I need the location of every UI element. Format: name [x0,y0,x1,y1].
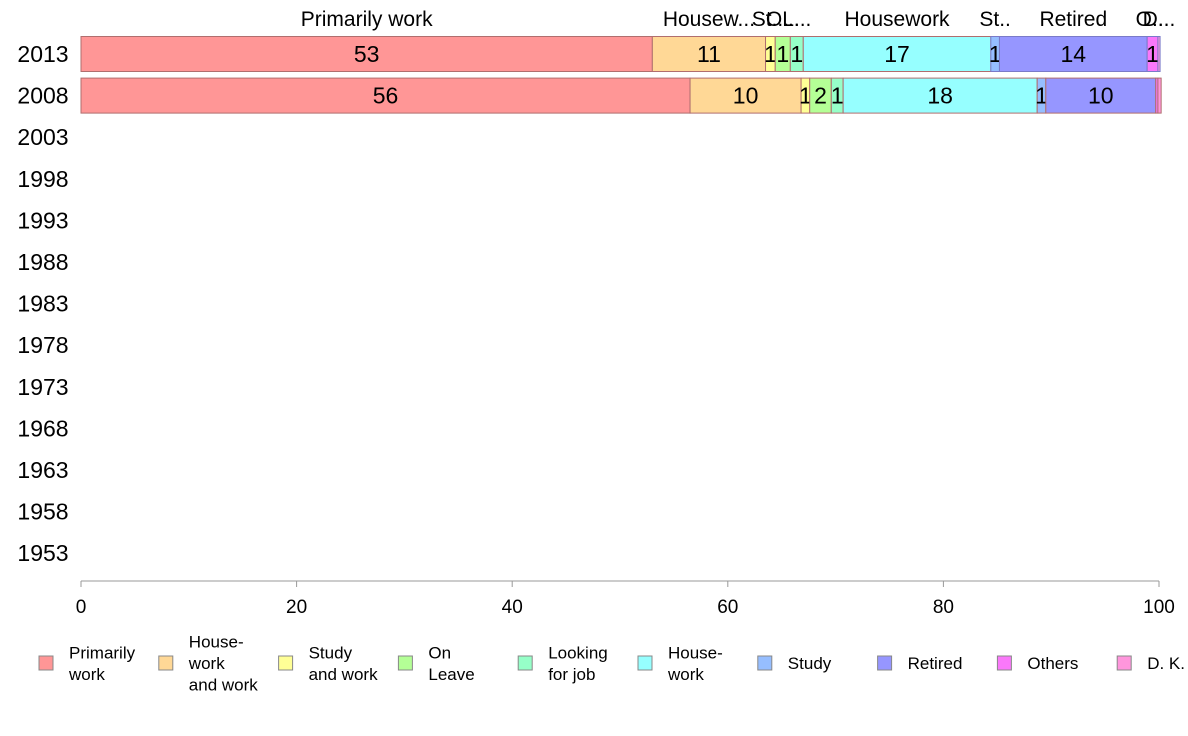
legend-item-on-leave: On Leave [397,643,475,684]
bar-house-work-2008 [842,77,1038,114]
legend-swatch-retired [877,655,893,671]
legend-item-primarily-work: Primarily work [38,643,136,684]
series-top-label-on-leave: O... [766,8,800,31]
series-top-label-looking-for-job: L... [782,8,811,31]
legend-label-on-leave: Leave [428,665,474,684]
legend-item-house-work-and-work: House-work and work [158,633,258,695]
x-tick-label-20: 20 [286,597,307,618]
year-label-2008: 2008 [17,83,68,109]
year-labels: 2013 2008 2003 1998 1993 1988 1983 1978 1973 1968… [17,41,68,566]
legend-item-looking-for-job: Looking for job [517,643,608,684]
year-label-2003: 2003 [17,124,68,150]
legend-label-study-and-work: and work [309,665,378,684]
bar-d-k-2008 [1157,77,1162,114]
series-top-label-study-and-work: St... [752,8,789,31]
legend-item-study: Study [757,654,832,673]
year-label-1988: 1988 [17,249,68,275]
legend-swatch-d-k [1116,655,1132,671]
bar-house-work-and-work-2008 [689,77,802,114]
series-top-label-study: St.. [979,8,1011,31]
legend-item-retired: Retired [877,654,963,673]
legend-label-primarily-work: work [68,665,105,684]
data-label-house-work-and-work-2013: 11 [697,41,721,67]
legend-item-others: Others [996,654,1078,673]
data-label-study-and-work-2008: 1 [799,83,812,109]
x-axis: 0 20 40 60 80 100 [76,580,1175,618]
bar-d-k-2013 [1157,36,1161,72]
legend-label-study: Study [788,654,832,673]
year-label-1953: 1953 [17,540,68,566]
series-top-label-retired: Retired [1039,8,1107,31]
data-label-primarily-work-2008: 56 [373,83,399,109]
legend-swatch-others [996,655,1012,671]
legend-swatch-house-work [637,655,653,671]
year-label-1993: 1993 [17,207,68,233]
year-label-1963: 1963 [17,457,68,483]
year-label-1978: 1978 [17,332,68,358]
x-tick-label-40: 40 [502,597,523,618]
series-top-label-d-k: D... [1143,8,1176,31]
x-tick-label-60: 60 [717,597,738,618]
legend-label-d-k: D. K. [1147,654,1185,673]
bar-primarily-work-2013 [80,36,653,72]
legend-label-on-leave: On [428,643,451,662]
legend-item-house-work: House-work [637,643,723,684]
legend-swatch-house-work-and-work [158,655,174,671]
legend-item-d-k: D. K. [1116,654,1185,673]
data-label-retired-2013: 14 [1061,41,1087,67]
year-label-2013: 2013 [17,41,68,67]
data-label-others-2013: 1 [1146,41,1159,67]
legend-label-looking-for-job: Looking [548,643,608,662]
legend-swatch-on-leave [397,655,413,671]
legend-item-study-and-work: Study and work [278,643,378,684]
bar-retired-2008 [1045,77,1157,114]
year-label-1983: 1983 [17,291,68,317]
data-label-primarily-work-2013: 53 [354,41,380,67]
bar-house-work-2013 [802,36,992,72]
legend-swatch-study [757,655,773,671]
legend-label-retired: Retired [908,654,963,673]
bar-primarily-work-2008 [80,77,691,114]
data-label-house-work-2008: 18 [927,83,953,109]
x-tick-label-80: 80 [933,597,954,618]
x-tick-label-100: 100 [1143,597,1175,618]
year-label-1998: 1998 [17,166,68,192]
data-label-study-2013: 1 [989,41,1002,67]
bar-retired-2013 [998,36,1148,72]
legend-label-house-work: work [667,665,704,684]
legend-label-primarily-work: Primarily [69,643,136,662]
data-label-study-2008: 1 [1035,83,1048,109]
data-label-on-leave-2013: 1 [776,41,789,67]
series-top-label-others: O... [1136,8,1170,31]
series-top-labels: Primarily work Housew...St...O...L... Hous… [301,8,1176,31]
legend-swatch-primarily-work [38,655,54,671]
legend-label-house-work-and-work: and work [189,676,258,695]
series-top-label-house-work: Housework [845,8,951,31]
bars-group: 53 11 1 1 1 17 1 14 156 10 1 2 1 18 1 10 [80,36,1162,114]
legend-label-others: Others [1027,654,1078,673]
series-top-label-house-work-and-work: Housew... [663,8,755,31]
year-label-1958: 1958 [17,499,68,525]
series-top-label-primarily-work: Primarily work [301,8,433,31]
year-label-1973: 1973 [17,374,68,400]
data-label-on-leave-2008: 2 [814,83,827,109]
legend-label-house-work: House- [668,643,723,662]
data-label-house-work-and-work-2008: 10 [733,83,759,109]
data-label-looking-for-job-2013: 1 [790,41,803,67]
legend-label-looking-for-job: for job [548,665,595,684]
data-label-house-work-2013: 17 [884,41,910,67]
legend-swatch-study-and-work [278,655,294,671]
legend-swatch-looking-for-job [517,655,533,671]
legend-label-study-and-work: Study [309,643,353,662]
data-label-study-and-work-2013: 1 [764,41,777,67]
x-tick-label-0: 0 [76,597,87,618]
bar-house-work-and-work-2013 [651,36,767,72]
legend-label-house-work-and-work: work [188,654,225,673]
data-label-looking-for-job-2008: 1 [831,83,844,109]
year-label-1968: 1968 [17,415,68,441]
legend-label-house-work-and-work: House- [189,633,244,652]
data-label-retired-2008: 10 [1088,83,1114,109]
